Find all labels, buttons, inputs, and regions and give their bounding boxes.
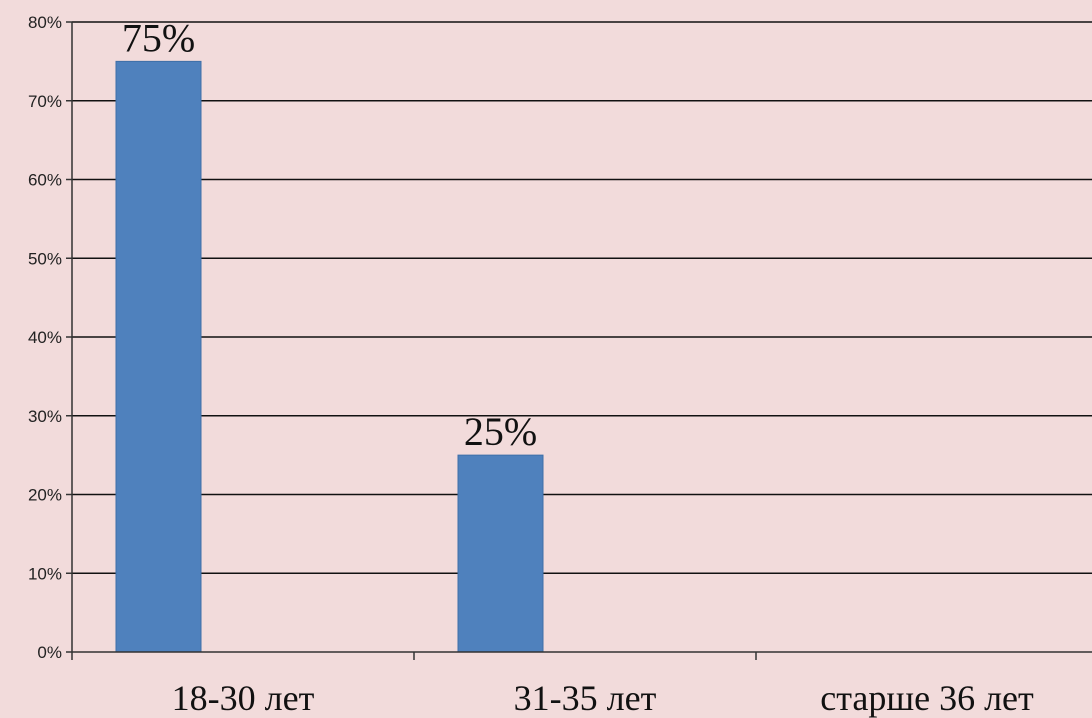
y-tick-labels: 0% 10% 20% 30% 40% 50% 60% 70% 80% bbox=[28, 13, 62, 662]
y-axis bbox=[66, 21, 73, 653]
bars bbox=[115, 60, 544, 653]
y-tick-label: 20% bbox=[28, 486, 62, 505]
data-labels: 75% 25% bbox=[122, 15, 537, 454]
y-tick-label: 80% bbox=[28, 13, 62, 32]
gridlines bbox=[72, 21, 1092, 575]
y-tick-label: 70% bbox=[28, 92, 62, 111]
y-tick-label: 0% bbox=[37, 643, 62, 662]
data-label: 75% bbox=[122, 15, 195, 60]
y-tick-label: 40% bbox=[28, 328, 62, 347]
bar bbox=[457, 454, 544, 653]
x-tick-labels: 18-30 лет 31-35 лет старше 36 лет bbox=[172, 678, 1034, 718]
x-tick-label: 18-30 лет bbox=[172, 678, 315, 718]
y-tick-label: 30% bbox=[28, 407, 62, 426]
y-tick-label: 10% bbox=[28, 564, 62, 583]
x-tick-label: 31-35 лет bbox=[514, 678, 657, 718]
x-tick-label: старше 36 лет bbox=[820, 678, 1034, 718]
x-axis bbox=[71, 651, 1092, 660]
y-tick-label: 60% bbox=[28, 171, 62, 190]
y-tick-label: 50% bbox=[28, 249, 62, 268]
data-label: 25% bbox=[464, 409, 537, 454]
bar bbox=[115, 60, 202, 653]
